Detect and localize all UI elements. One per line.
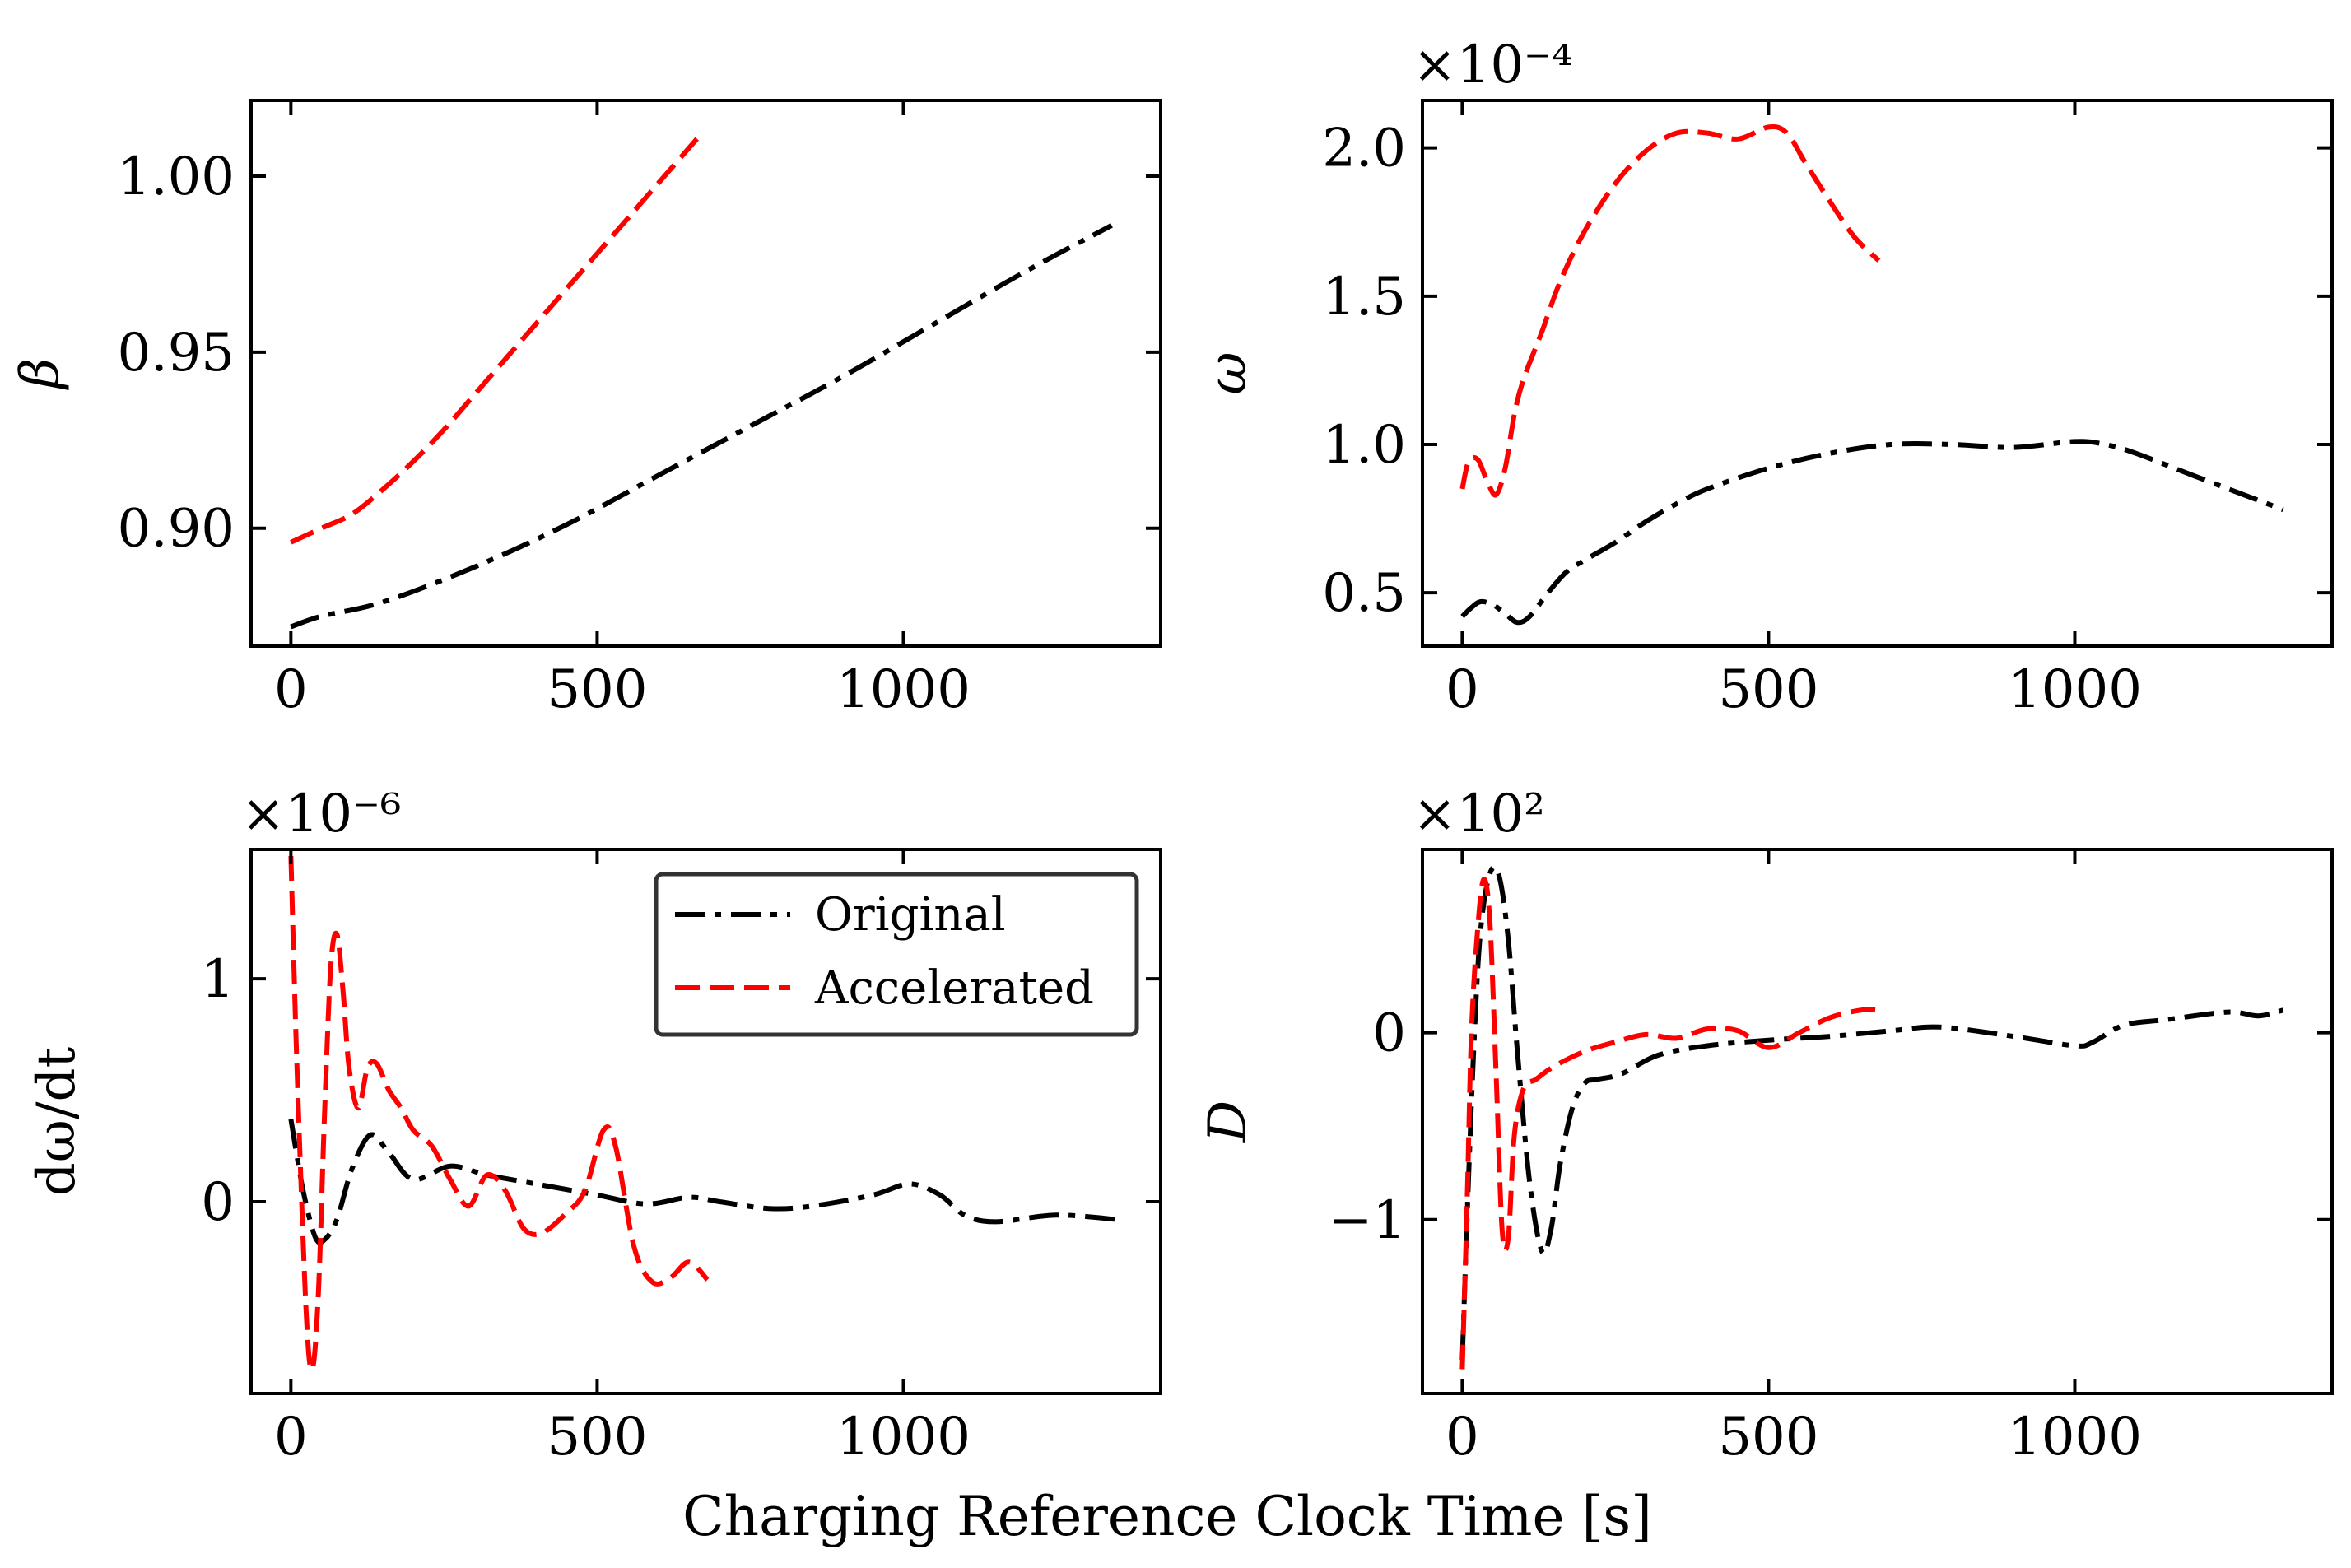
omega-ytick-label: 1.5: [1322, 267, 1406, 328]
omega-exponent-label: ×10⁻⁴: [1413, 35, 1573, 95]
domega-series-accelerated: [291, 856, 707, 1370]
legend-label-accelerated: Accelerated: [814, 961, 1094, 1015]
omega-ytick-label: 2.0: [1322, 119, 1406, 179]
beta-ytick-label: 1.00: [118, 147, 235, 207]
panel-beta: 0 500 1000 0.90 0.95 1.00 β: [10, 100, 1161, 720]
domega-xtick-label: 0: [274, 1407, 308, 1468]
omega-xtick-label: 500: [1718, 659, 1818, 720]
figure: 0 500 10000.900.951.00β 0 500 10000.51.01.52…: [0, 0, 2351, 1568]
D-series-original: [1462, 868, 2283, 1361]
beta-xtick-label: 0: [274, 659, 308, 720]
legend: Original Accelerated: [656, 874, 1137, 1035]
beta-ytick-label: 0.90: [118, 499, 235, 560]
domega-xtick-label: 500: [547, 1407, 647, 1468]
beta-ytick-label: 0.95: [118, 323, 235, 384]
domega-series-original: [291, 1119, 1118, 1243]
beta-series-original: [291, 226, 1111, 627]
D-ytick-label: 0: [1372, 1003, 1406, 1064]
beta-series-accelerated: [291, 134, 701, 542]
panel-damping-d: 0 500 1000 −1 0 D ×10²: [1198, 784, 2332, 1468]
beta-ylabel: β: [10, 358, 71, 390]
domega-exponent-label: ×10⁻⁶: [241, 784, 402, 844]
beta-xtick-label: 1000: [836, 659, 971, 720]
legend-label-original: Original: [815, 888, 1006, 942]
omega-xtick-label: 0: [1446, 659, 1479, 720]
D-ytick-label: −1: [1329, 1190, 1406, 1251]
domega-ytick-label: 1: [201, 949, 235, 1010]
domega-ylabel: dω/dt: [26, 1047, 87, 1197]
omega-ylabel: ω: [1198, 351, 1259, 394]
omega-series-accelerated: [1462, 127, 1878, 495]
figure-xlabel: Charging Reference Clock Time [s]: [682, 1485, 1652, 1548]
domega-xtick-label: 1000: [836, 1407, 971, 1468]
beta-xtick-label: 500: [547, 659, 647, 720]
domega-ytick-label: 0: [201, 1172, 235, 1233]
D-xtick-label: 0: [1446, 1407, 1479, 1468]
D-ylabel: D: [1198, 1100, 1259, 1143]
omega-ytick-label: 0.5: [1322, 563, 1406, 624]
omega-xtick-label: 1000: [2008, 659, 2142, 720]
D-xtick-label: 1000: [2008, 1407, 2142, 1468]
D-exponent-label: ×10²: [1413, 784, 1545, 844]
beta-axes-frame: [251, 100, 1161, 646]
omega-axes-frame: [1422, 100, 2332, 646]
D-axes-frame: [1422, 849, 2332, 1394]
omega-ytick-label: 1.0: [1322, 415, 1406, 476]
D-xtick-label: 500: [1718, 1407, 1818, 1468]
panel-omega: 0 500 1000 0.5 1.0 1.5 2.0 ω ×10⁻⁴: [1198, 35, 2332, 720]
omega-series-original: [1462, 441, 2283, 622]
